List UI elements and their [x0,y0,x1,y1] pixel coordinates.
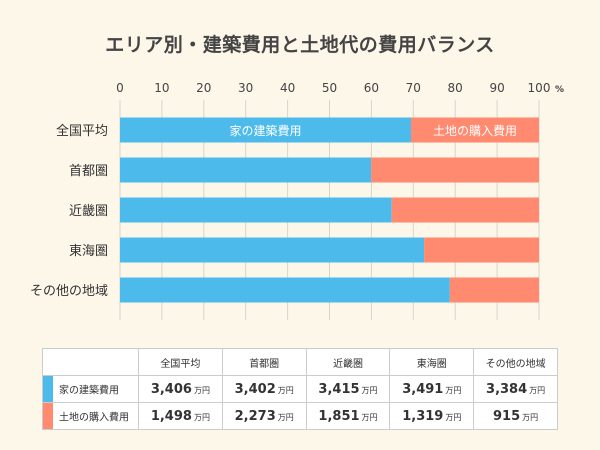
x-tick-label: 30 [238,81,253,95]
table-row-building: 家の建築費用 3,406 万円 3,402 万円 3,415 万円 3,491 万円 3… [42,375,558,403]
bar-inline-label: 土地の購入費用 [433,123,517,138]
table-cell: 3,491 万円 [389,375,475,403]
y-category-label: その他の地域 [30,284,108,299]
cell-unit: 万円 [193,412,210,422]
bar-building [120,157,372,183]
stacked-bar-chart: 0 10 20 30 40 50 60 70 80 90 100 % 家の建築費用 土地の購入費用 全国平均… [30,81,564,320]
y-category-label: 全国平均 [56,123,108,139]
table-cell: 3,415 万円 [305,375,391,403]
table-header-cell: 近畿圏 [305,348,391,376]
legend-swatch-land [43,403,53,429]
cell-value: 1,851 [318,408,360,424]
x-tick-label: 60 [364,81,379,95]
x-unit-label: % [555,85,564,95]
table-header-cell: その他の地域 [473,348,558,376]
bar-building [120,197,392,223]
bar-land [411,117,539,143]
table-header-empty [42,348,139,376]
table-header-cell: 全国平均 [138,348,223,376]
cell-unit: 万円 [277,385,294,395]
cell-unit: 万円 [522,412,539,422]
table-header-cell: 東海圏 [389,348,475,376]
row-label: 家の建築費用 [59,385,119,397]
bar-building [120,237,425,263]
cell-unit: 万円 [361,412,378,422]
bar-land [371,157,539,183]
y-category-label: 近畿圏 [69,204,108,219]
x-tick-label: 70 [406,81,421,95]
cell-unit: 万円 [361,385,378,395]
y-category-label: 東海圏 [69,243,108,259]
cell-unit: 万円 [445,385,462,395]
y-category-label: 首都圏 [69,164,108,179]
x-tick-label: 20 [196,81,211,95]
table-cell: 1,851 万円 [305,402,391,430]
x-tick-label: 0 [116,81,124,95]
cell-unit: 万円 [445,412,462,422]
row-label: 土地の購入費用 [59,412,129,424]
cell-value: 1,498 [150,408,192,424]
bar-building [120,117,412,143]
data-table: 全国平均 首都圏 近畿圏 東海圏 その他の地域 家の建築費用 3,406 万円 3… [42,348,558,430]
table-cell: 1,498 万円 [138,402,223,430]
cell-value: 3,406 [150,381,192,397]
x-tick-label: 90 [489,81,504,95]
table-header-cell: 首都圏 [221,348,307,376]
table-row-land: 土地の購入費用 1,498 万円 2,273 万円 1,851 万円 1,319 万円 … [42,402,558,430]
cell-value: 2,273 [234,408,276,424]
table-header-row: 全国平均 首都圏 近畿圏 東海圏 その他の地域 [42,348,558,376]
bar-land [391,197,539,223]
x-tick-label: 80 [448,81,463,95]
bar-land [424,237,539,263]
cell-unit: 万円 [193,385,210,395]
cell-value: 3,415 [318,381,360,397]
row-header: 土地の購入費用 [42,402,139,430]
row-header: 家の建築費用 [42,375,139,403]
bar-building [120,277,450,303]
x-tick-label: 40 [280,81,295,95]
cell-value: 1,319 [402,408,444,424]
table-cell: 3,406 万円 [138,375,223,403]
cell-value: 915 [493,408,521,424]
cell-value: 3,402 [234,381,276,397]
cell-unit: 万円 [277,412,294,422]
table-cell: 915 万円 [473,402,558,430]
cell-value: 3,384 [486,381,528,397]
table-cell: 3,402 万円 [221,375,307,403]
x-tick-label: 10 [154,81,169,95]
cell-value: 3,491 [402,381,444,397]
legend-swatch-building [43,376,53,402]
cell-unit: 万円 [529,385,546,395]
table-cell: 1,319 万円 [389,402,475,430]
bar-land [449,277,539,303]
bar-inline-label: 家の建築費用 [229,123,301,138]
table-cell: 3,384 万円 [473,375,558,403]
x-tick-label: 50 [322,81,337,95]
x-tick-label: 100 [528,81,551,95]
table-cell: 2,273 万円 [221,402,307,430]
chart-title: エリア別・建築費用と土地代の費用バランス [105,34,495,56]
